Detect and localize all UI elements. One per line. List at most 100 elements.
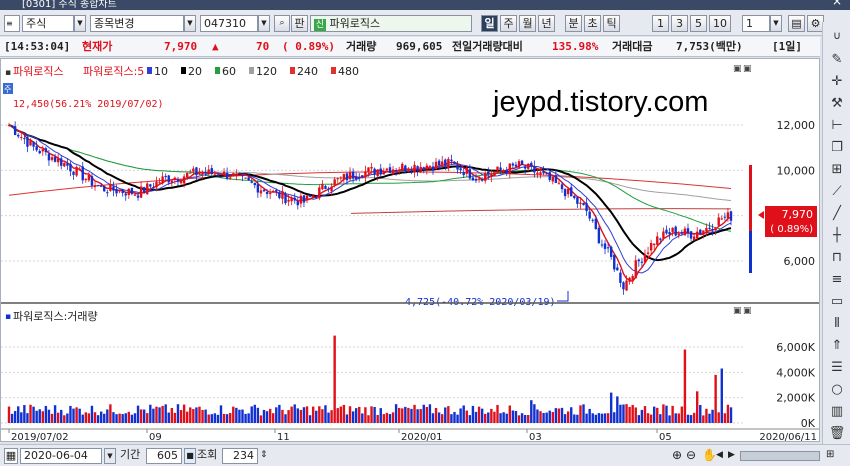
menu-icon[interactable]: ≡ xyxy=(4,15,20,32)
list-icon[interactable]: ☰ xyxy=(831,360,843,375)
candle-body xyxy=(674,226,677,236)
chevron-down-icon[interactable]: ▼ xyxy=(258,15,270,32)
volume-bar xyxy=(222,413,226,423)
book-icon[interactable]: ▥ xyxy=(830,404,844,419)
zoom-out-icon[interactable]: ⊖ xyxy=(686,448,697,462)
scroll-left-icon[interactable]: ◀ xyxy=(716,450,723,460)
change-stock-select[interactable]: 종목변경 xyxy=(90,15,184,32)
chevron-down-icon[interactable]: ▼ xyxy=(74,15,86,32)
wrench-icon[interactable]: ⚒ xyxy=(831,96,843,111)
channel-tool-icon[interactable]: ⫴ xyxy=(834,316,840,331)
text-tool-icon[interactable]: ⊓ xyxy=(831,250,843,265)
candle-body xyxy=(545,173,548,175)
candle-body xyxy=(668,232,671,235)
chart-svg[interactable]: ▪ 파워로직스 파워로직스:5 10 20 60 120 240 480 ▣ ▣ 주 je… xyxy=(1,59,819,441)
volume-bar xyxy=(674,413,677,423)
scroll-end-icon[interactable]: ⊞ xyxy=(826,449,835,460)
panel-maximize-icon[interactable]: ▣ xyxy=(743,306,752,316)
stepper-icon[interactable]: ⇕ xyxy=(260,450,268,460)
scrollbar[interactable] xyxy=(740,451,820,461)
volume-bar xyxy=(649,414,653,423)
volume-bar xyxy=(176,404,180,423)
save-icon[interactable]: ▤ xyxy=(788,15,805,32)
volume-bar xyxy=(232,406,235,423)
calendar-icon[interactable]: ▦ xyxy=(4,448,18,464)
volume-bar xyxy=(84,412,88,423)
line-tool-icon[interactable]: ╱ xyxy=(833,206,841,221)
candle-body xyxy=(711,228,714,231)
lookup-check-icon[interactable]: ■ xyxy=(184,448,196,464)
hand-icon[interactable]: ✋ xyxy=(702,448,717,462)
volume-legend-marker: ▪ xyxy=(5,312,11,322)
trend-line-icon[interactable]: ⟋ xyxy=(832,184,842,199)
ma20-line xyxy=(8,124,732,262)
candle-body xyxy=(560,184,564,190)
chevron-down-icon[interactable]: ▼ xyxy=(770,15,782,32)
quote-bar: [14:53:04] 현재가 7,970 ▲ 70 ( 0.89%) 거래량 9… xyxy=(0,37,820,57)
zoom-in-icon[interactable]: ⊕ xyxy=(672,448,683,462)
shape-tool-icon[interactable]: ▭ xyxy=(830,294,844,309)
volume-bar xyxy=(287,410,290,423)
period-year-button[interactable]: 년 xyxy=(538,15,555,32)
candle-body xyxy=(428,166,432,168)
cross-line-icon[interactable]: ┼ xyxy=(833,228,841,243)
copy-icon[interactable]: ❐ xyxy=(831,140,843,155)
price-panel-tab[interactable] xyxy=(3,83,13,94)
chevron-down-icon[interactable]: ▼ xyxy=(104,448,116,464)
market-select[interactable]: 주식 xyxy=(22,15,74,32)
volume-bar xyxy=(75,407,78,423)
interval-3-button[interactable]: 3 xyxy=(671,15,688,32)
interval-10-button[interactable]: 10 xyxy=(709,15,731,32)
tool-button[interactable]: ✎ xyxy=(831,52,843,67)
trash-icon[interactable]: 🗑 xyxy=(828,426,846,441)
candle-body xyxy=(106,192,109,194)
candle-body xyxy=(692,236,696,241)
interval-5-button[interactable]: 5 xyxy=(690,15,707,32)
period-tick-button[interactable]: 틱 xyxy=(603,15,620,32)
candle-body xyxy=(625,280,628,291)
volume-axis-label: 2,000K xyxy=(776,392,815,405)
board-button[interactable]: 판 xyxy=(291,15,308,32)
close-icon[interactable]: × xyxy=(831,0,842,8)
interval-1-button[interactable]: 1 xyxy=(652,15,669,32)
fibonacci-icon[interactable]: ≡ xyxy=(831,272,843,287)
candle-body xyxy=(705,228,708,232)
period-input[interactable]: 605 xyxy=(146,448,182,464)
panel-minimize-icon[interactable]: ▣ xyxy=(733,64,742,74)
circle-icon[interactable]: ○ xyxy=(831,382,843,397)
chart-area[interactable]: ▪ 파워로직스 파워로직스:5 10 20 60 120 240 480 ▣ ▣ 주 je… xyxy=(0,58,820,442)
panel-minimize-icon[interactable]: ▣ xyxy=(733,306,742,316)
candle-body xyxy=(182,176,186,184)
volume-bar xyxy=(90,405,94,423)
volume-value: 969,605 xyxy=(396,40,443,53)
search-icon[interactable]: ⌕ xyxy=(274,15,290,32)
period-day-button[interactable]: 일 xyxy=(481,15,498,32)
date-input[interactable]: 2020-06-04 xyxy=(20,448,102,464)
period-minute-button[interactable]: 분 xyxy=(565,15,582,32)
candle-body xyxy=(38,150,41,154)
volume-bar xyxy=(315,410,318,423)
stock-name-field[interactable]: 신 파워로직스 xyxy=(310,15,472,32)
amount-value: 7,753(백만) xyxy=(676,40,743,53)
ruler-icon[interactable]: ⊢ xyxy=(831,118,843,133)
candle-body xyxy=(253,182,256,186)
period-second-button[interactable]: 초 xyxy=(584,15,601,32)
volume-bar xyxy=(348,406,352,423)
candle-body xyxy=(723,216,727,218)
scroll-right-icon[interactable]: ▶ xyxy=(728,450,735,460)
lookup-input[interactable]: 234 xyxy=(222,448,258,464)
arrow-up-icon[interactable]: ⇑ xyxy=(831,338,843,353)
chevron-down-icon[interactable]: ▼ xyxy=(184,15,196,32)
panel-maximize-icon[interactable]: ▣ xyxy=(743,64,752,74)
period-week-button[interactable]: 주 xyxy=(500,15,517,32)
stock-code-input[interactable]: 047310 xyxy=(200,15,258,32)
period-month-button[interactable]: 월 xyxy=(519,15,536,32)
volume-bar xyxy=(182,404,186,423)
pin-icon[interactable]: ∪ xyxy=(832,29,842,42)
volume-bar xyxy=(213,413,217,423)
volume-bar xyxy=(542,413,545,423)
interval-input[interactable]: 1 xyxy=(742,15,770,32)
volume-bar xyxy=(290,406,293,423)
crosshair-icon[interactable]: ✛ xyxy=(831,74,843,89)
auto-button[interactable]: ⊞ xyxy=(831,162,843,177)
